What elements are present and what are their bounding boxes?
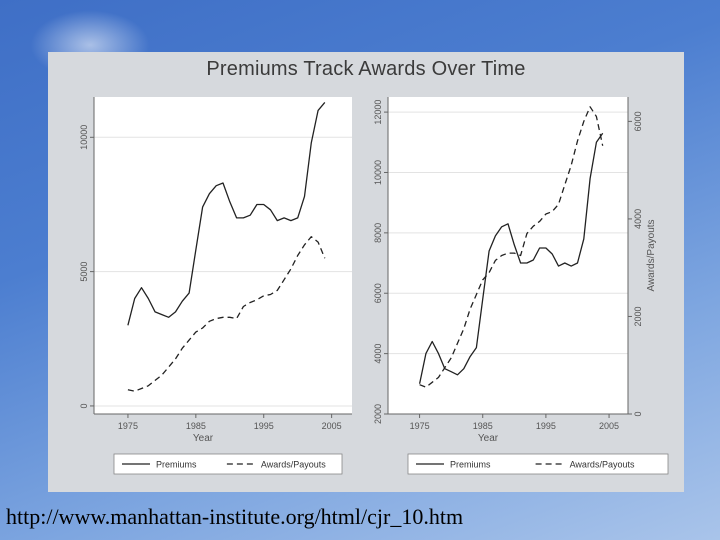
chart1-xlabel: Year xyxy=(193,433,214,444)
chart2-ytick-right-label: 4000 xyxy=(633,209,643,229)
chart1-plot-area xyxy=(94,97,352,414)
chart2-ytick-right-label: 0 xyxy=(633,411,643,416)
chart2-ytick-right-label: 2000 xyxy=(633,306,643,326)
chart2-xtick-label: 1995 xyxy=(536,421,556,431)
chart2-ylabel-right: Awards/Payouts xyxy=(646,219,657,291)
chart2-series-premiums xyxy=(418,132,604,384)
chart2-group xyxy=(384,97,669,475)
chart1-legend-label: Awards/Payouts xyxy=(261,460,326,470)
chart2-xtick-label: 1975 xyxy=(410,421,430,431)
chart1-series-premiums xyxy=(127,101,326,326)
charts-canvas: 0 5000 10000 1975 1985 1995 2005 Year Premiums Aw… xyxy=(79,97,669,475)
chart1-xtick-label: 2005 xyxy=(322,421,342,431)
chart2-ytick-right-label: 6000 xyxy=(633,111,643,131)
chart1-xtick-label: 1975 xyxy=(118,421,138,431)
chart2-ytick-label: 4000 xyxy=(373,344,383,364)
chart2-xtick-label: 1985 xyxy=(473,421,493,431)
chart2-xtick-label: 2005 xyxy=(599,421,619,431)
chart1-ytick-label: 5000 xyxy=(79,262,89,282)
chart2-legend-label: Premiums xyxy=(450,460,491,470)
chart2-ytick-label: 6000 xyxy=(373,283,383,303)
chart1-xtick-label: 1995 xyxy=(254,421,274,431)
figure-title: Premiums Track Awards Over Time xyxy=(206,58,526,80)
chart1-xtick-label: 1985 xyxy=(186,421,206,431)
chart2-xlabel: Year xyxy=(478,433,499,444)
chart-panel: Premiums Track Awards Over Time 0 5000 100… xyxy=(48,52,684,492)
chart2-ytick-label: 8000 xyxy=(373,223,383,243)
chart1-ytick-label: 10000 xyxy=(79,125,89,150)
chart1-legend-label: Premiums xyxy=(156,460,197,470)
source-url[interactable]: http://www.manhattan-institute.org/html/… xyxy=(6,504,464,529)
chart2-ytick-label: 2000 xyxy=(373,404,383,424)
chart2-legend-label: Awards/Payouts xyxy=(570,460,635,470)
chart2-plot-area xyxy=(388,97,628,414)
chart2-series-awards-payouts xyxy=(419,106,604,388)
chart2-ytick-label: 12000 xyxy=(373,100,383,125)
chart2-ytick-label: 10000 xyxy=(373,160,383,185)
chart1-group xyxy=(90,97,352,475)
chart1-ytick-label: 0 xyxy=(79,403,89,408)
